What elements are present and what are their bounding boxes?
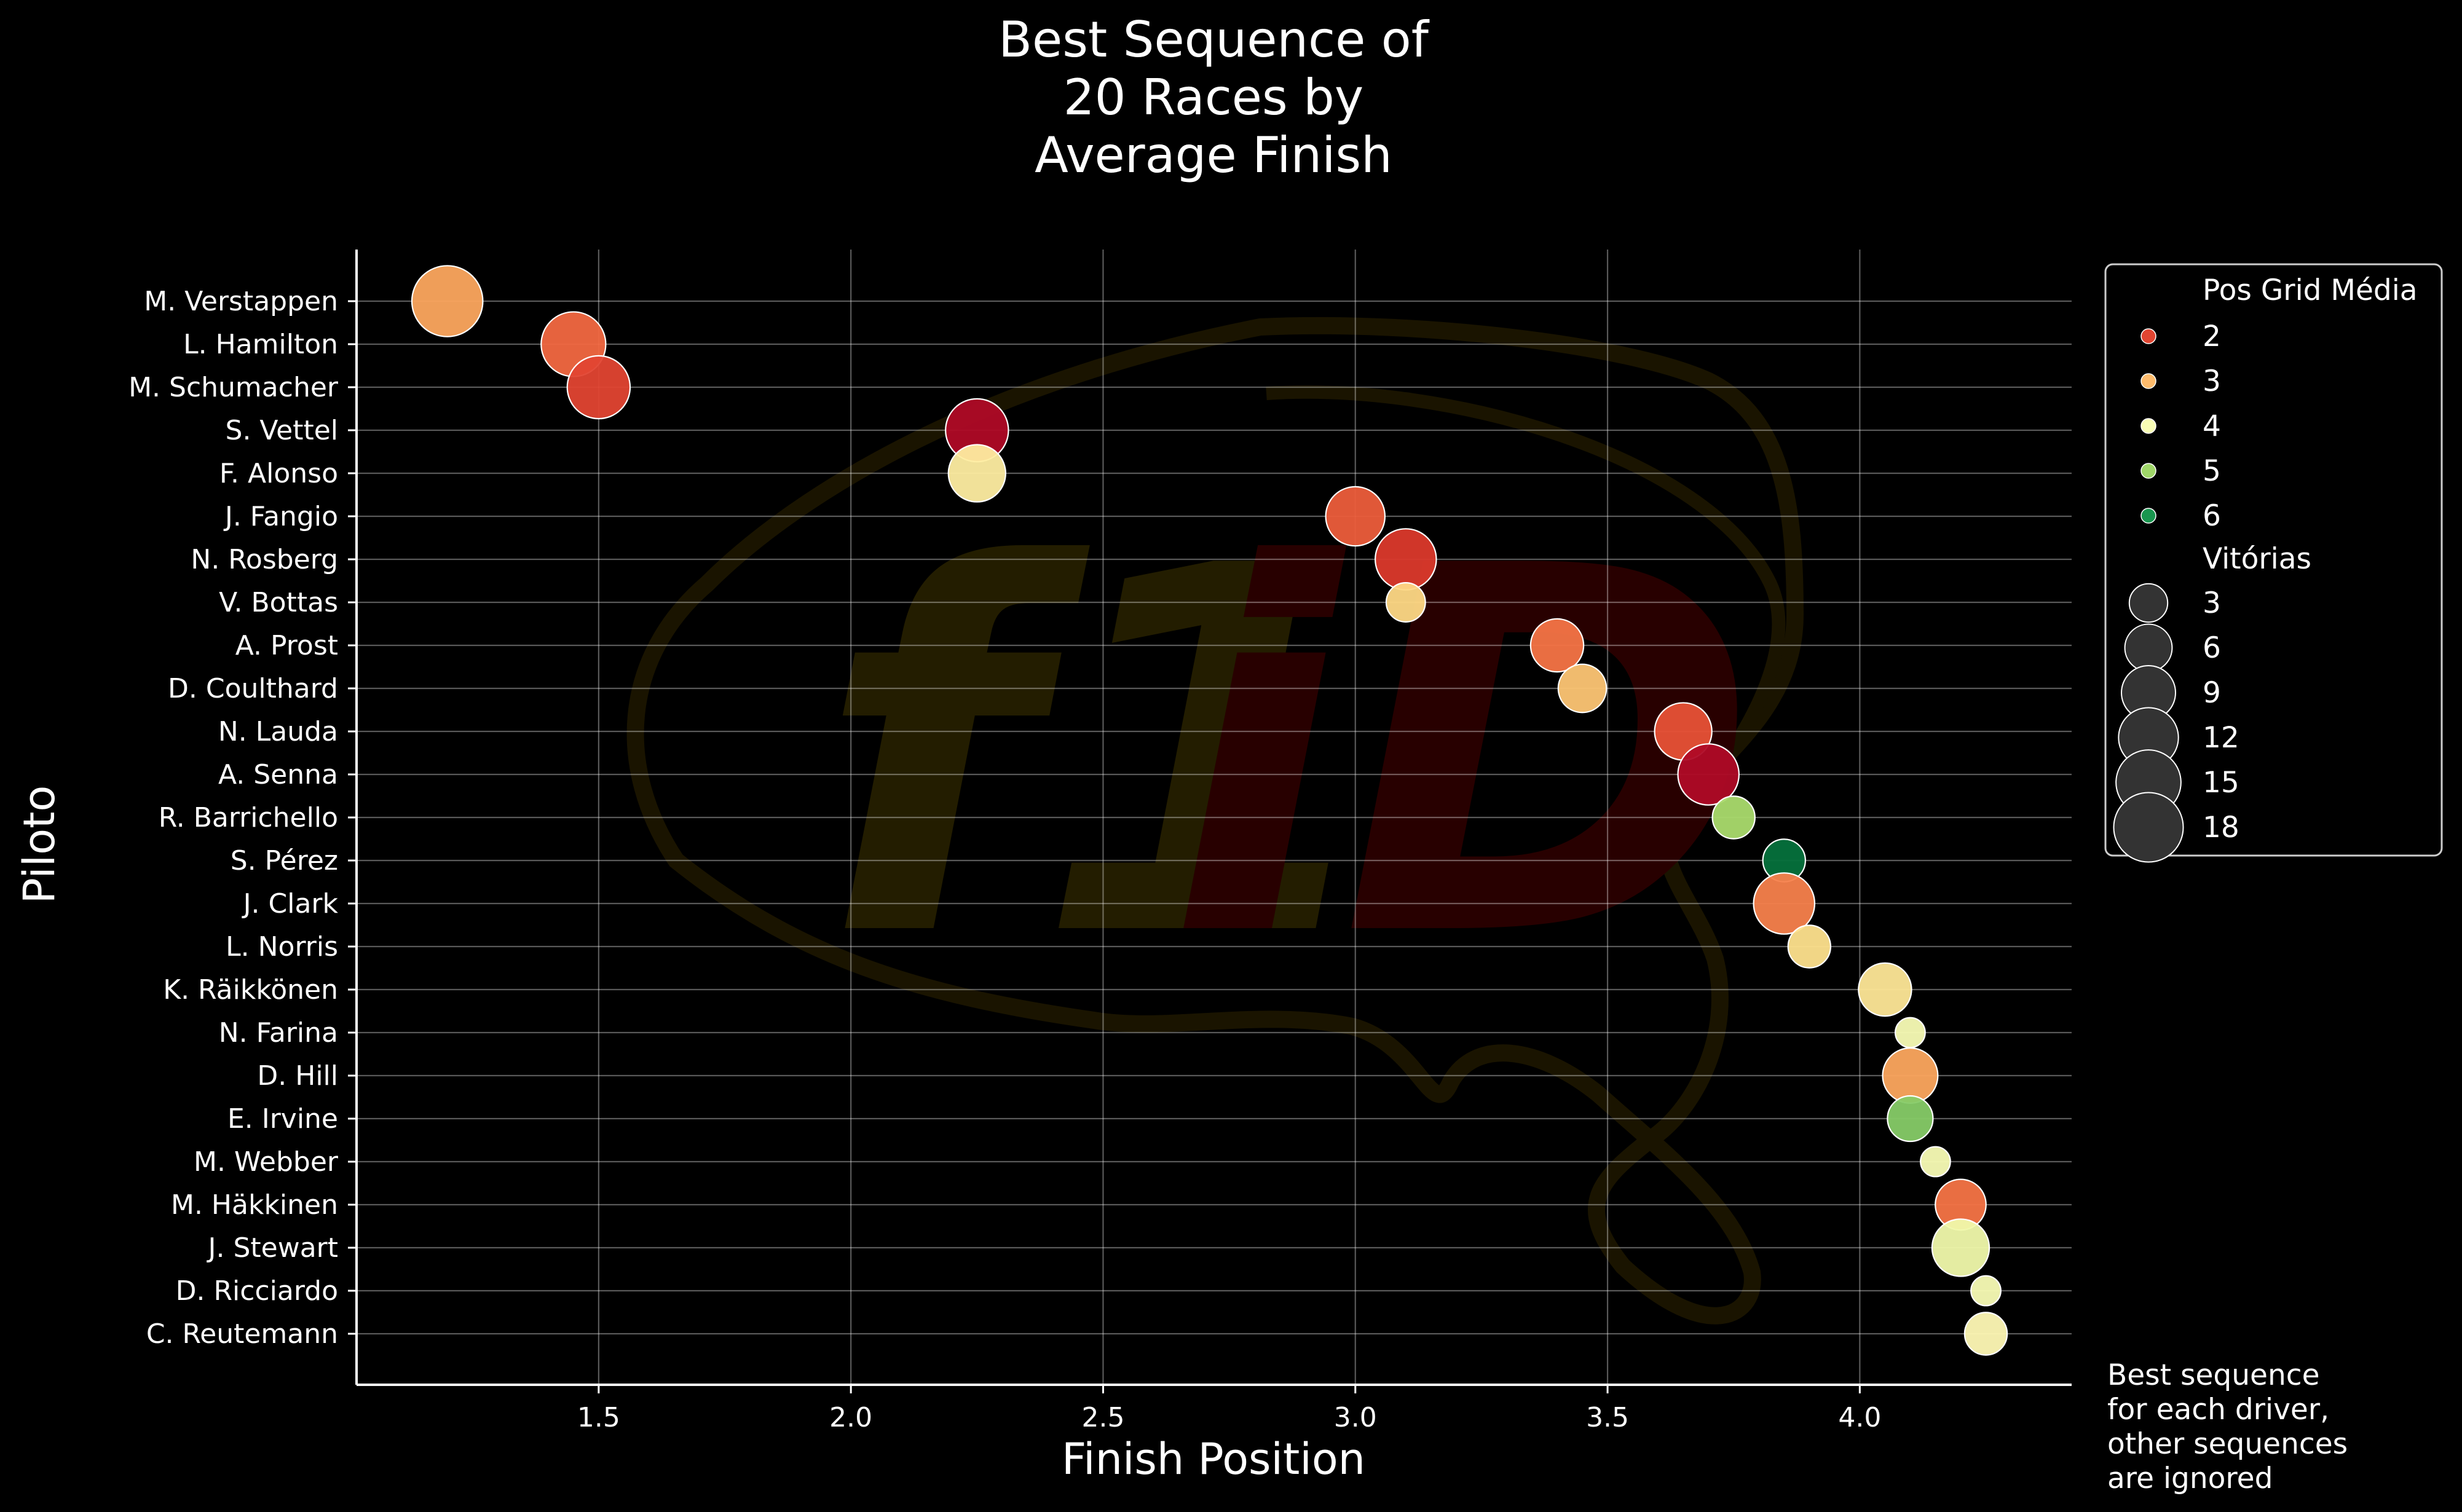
y-tick-label: N. Farina [219,1017,338,1049]
y-tick-label: V. Bottas [219,587,338,618]
legend-color-title: Pos Grid Média [2203,274,2418,307]
data-point [947,444,1006,503]
legend-color-label: 4 [2203,409,2221,443]
x-ticks: 1.5 2.0 2.5 3.0 3.5 4.0 [577,1385,1881,1433]
y-tick-label: S. Vettel [226,415,338,446]
y-tick-label: J. Stewart [207,1232,339,1264]
legend: Pos Grid Média 2 3 4 5 6 Vitórias 3 6 9 12 15 18 [2104,263,2443,863]
data-point [1895,1017,1926,1049]
y-tick-label: L. Hamilton [183,329,338,360]
y-tick-label: M. Häkkinen [171,1189,338,1221]
legend-color-swatch [2140,508,2156,524]
x-tick-label: 4.0 [1838,1402,1881,1433]
legend-size-label: 18 [2203,811,2239,845]
data-point [1858,962,1912,1017]
x-axis-title: Finish Position [1062,1434,1365,1484]
legend-frame [2104,263,2443,857]
legend-color-label: 3 [2203,364,2221,398]
legend-color-swatch [2140,463,2156,479]
data-point [1325,486,1386,547]
y-tick-label: F. Alonso [219,458,338,489]
y-tick-label: E. Irvine [227,1103,338,1135]
watermark-logo: f1 iD [626,317,1804,1325]
y-tick-label: S. Pérez [231,845,338,876]
data-point [1677,743,1740,806]
legend-size-entries: 3 6 9 12 15 18 [2113,583,2239,863]
data-point [1970,1275,2002,1307]
data-point [1753,872,1816,935]
data-point [411,265,484,337]
data-point [1529,618,1585,673]
chart-title-line-3: Average Finish [1035,127,1392,184]
y-tick-label: C. Reutemann [146,1318,338,1350]
y-tick-label: A. Prost [235,630,338,661]
annotation-line-4: are ignored [2107,1462,2273,1495]
legend-size-swatch [2128,583,2169,623]
grid [357,250,2072,1385]
legend-color-label: 5 [2203,454,2221,488]
svg-text:iD: iD [1168,461,1759,1047]
legend-size-label: 9 [2203,676,2221,710]
legend-size-swatch [2124,623,2173,672]
y-tick-label: R. Barrichello [159,802,338,833]
y-tick-label: D. Ricciardo [176,1275,338,1307]
x-tick-label: 2.0 [829,1402,872,1433]
svg-text:f1: f1 [818,461,1387,1047]
annotation-line-1: Best sequence [2107,1358,2320,1392]
chart-title: Best Sequence of 20 Races by Average Fin… [998,11,1430,184]
y-tick-label: M. Schumacher [128,372,339,403]
legend-size-label: 12 [2203,721,2239,755]
legend-color-entries: 2 3 4 5 6 [2140,320,2221,533]
data-point [1385,582,1426,623]
data-point [1375,528,1437,591]
legend-color-swatch [2140,328,2156,344]
y-tick-label: M. Verstappen [144,286,338,317]
legend-color-label: 2 [2203,320,2221,353]
y-axis-title: Piloto [14,786,65,904]
legend-color-label: 6 [2203,499,2221,533]
data-point [1882,1047,1939,1104]
y-tick-label: K. Räikkönen [163,974,338,1006]
legend-size-label: 6 [2203,631,2221,665]
chart-title-line-2: 20 Races by [1063,69,1364,126]
legend-color-swatch [2140,418,2156,434]
annotation-line-2: for each driver, [2107,1393,2329,1427]
x-tick-label: 2.5 [1081,1402,1124,1433]
y-tick-label: L. Norris [226,931,338,963]
legend-color-swatch [2140,373,2156,389]
y-tick-label: M. Webber [194,1146,339,1178]
y-ticks: M. Verstappen L. Hamilton M. Schumacher S. … [128,286,357,1350]
legend-size-label: 15 [2203,766,2239,800]
data-point [1711,795,1756,840]
chart-title-line-1: Best Sequence of [998,11,1430,68]
data-point [566,355,631,420]
annotation: Best sequence for each driver, other seq… [2107,1358,2348,1495]
y-tick-label: N. Lauda [218,716,338,747]
y-tick-label: A. Senna [218,759,338,790]
data-point [1920,1146,1951,1178]
data-point [1557,663,1608,714]
y-tick-label: D. Coulthard [168,673,338,704]
legend-size-title: Vitórias [2203,542,2311,576]
y-tick-label: J. Clark [242,888,339,919]
y-tick-label: J. Fangio [223,501,338,532]
data-points [411,265,2008,1356]
legend-size-label: 3 [2203,586,2221,620]
y-tick-label: D. Hill [257,1060,338,1092]
y-tick-label: N. Rosberg [191,544,338,575]
x-tick-label: 3.5 [1586,1402,1629,1433]
data-point [1931,1218,1991,1277]
x-tick-label: 1.5 [577,1402,620,1433]
data-point [1963,1312,2008,1356]
annotation-line-3: other sequences [2107,1427,2348,1461]
legend-size-swatch [2113,792,2184,863]
x-tick-label: 3.0 [1334,1402,1377,1433]
data-point [1787,924,1831,969]
data-point [1887,1095,1934,1143]
